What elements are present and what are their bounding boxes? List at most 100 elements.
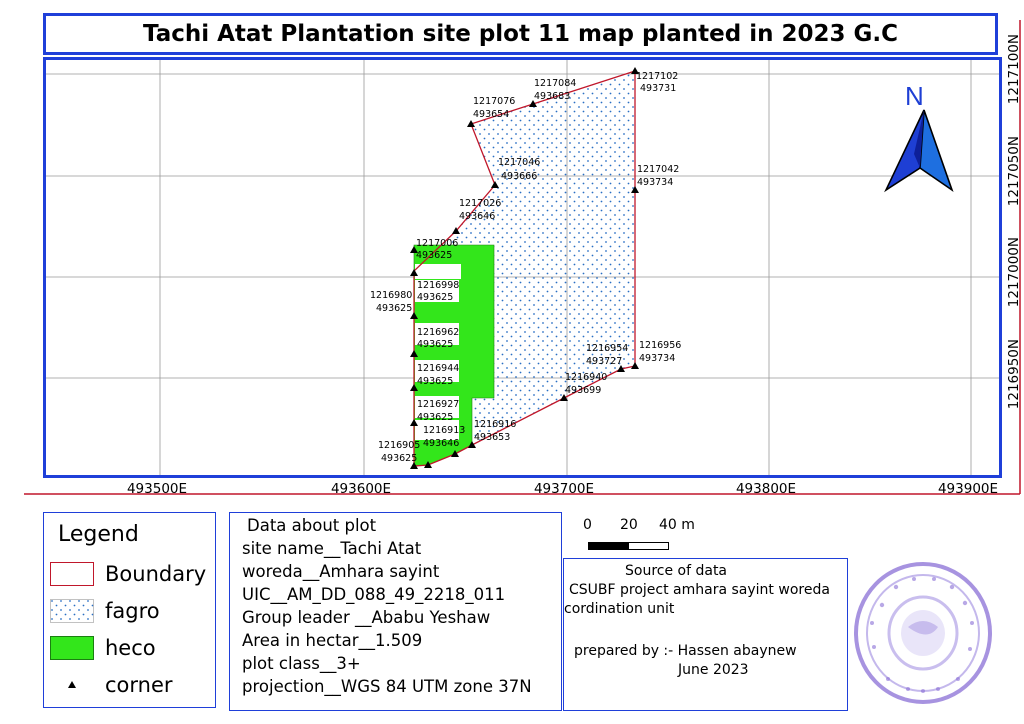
prepared-date: June 2023 bbox=[678, 662, 749, 678]
x-tick-label: 493600E bbox=[330, 481, 392, 497]
corner-label-e: 493646 bbox=[459, 211, 495, 222]
corner-label-e: 493625 bbox=[376, 303, 412, 314]
corner-label-n: 1216954 bbox=[586, 343, 628, 354]
legend-item-label: heco bbox=[105, 636, 156, 660]
corner-label-n: 1216927 bbox=[417, 399, 459, 410]
corner-label-n: 1217026 bbox=[459, 198, 501, 209]
scale-label: 0 bbox=[583, 517, 592, 533]
corner-label-e: 493683 bbox=[534, 91, 570, 102]
y-tick-label: 1217100N bbox=[1006, 34, 1022, 105]
corner-label-e: 493699 bbox=[565, 385, 601, 396]
corner-marker bbox=[560, 394, 568, 401]
corner-label-e: 493625 bbox=[417, 339, 453, 350]
source-line: cordination unit bbox=[564, 601, 675, 617]
corner-label-e: 493727 bbox=[586, 356, 622, 367]
y-tick-label: 1216950N bbox=[1006, 339, 1022, 410]
corner-marker bbox=[410, 419, 418, 426]
legend-item-label: corner bbox=[105, 673, 173, 697]
corner-marker bbox=[410, 384, 418, 391]
corner-label-n: 1217006 bbox=[416, 238, 458, 249]
legend-item-fagro: fagro bbox=[50, 598, 160, 624]
corner-label-n: 1217046 bbox=[498, 157, 540, 168]
corner-marker bbox=[410, 312, 418, 319]
legend-title: Legend bbox=[58, 522, 139, 547]
corner-label-e: 493625 bbox=[417, 376, 453, 387]
green-fill-swatch bbox=[50, 636, 94, 660]
plot-class: plot class__3+ bbox=[242, 654, 361, 673]
legend-item-heco: heco bbox=[50, 635, 156, 661]
corner-marker bbox=[631, 67, 639, 74]
corner-label-n: 1217042 bbox=[637, 164, 679, 175]
corner-marker bbox=[529, 100, 537, 107]
corner-label-n: 1216962 bbox=[417, 327, 459, 338]
scale-segment-dark bbox=[588, 542, 628, 550]
source-heading: Source of data bbox=[625, 563, 728, 579]
legend-item-label: Boundary bbox=[105, 562, 207, 586]
corner-label-e: 493734 bbox=[637, 177, 673, 188]
x-tick-label: 493700E bbox=[533, 481, 595, 497]
corner-label-n: 1216940 bbox=[565, 372, 607, 383]
corner-label-e: 493734 bbox=[639, 353, 675, 364]
north-arrow-icon: N bbox=[884, 81, 954, 193]
corner-label-n: 1216916 bbox=[474, 419, 516, 430]
corner-label-n: 1216905 bbox=[378, 440, 420, 451]
y-tick-label: 1217000N bbox=[1006, 237, 1022, 308]
corner-label-n: 1216956 bbox=[639, 340, 681, 351]
projection: projection__WGS 84 UTM zone 37N bbox=[242, 677, 532, 696]
plot-info-box: Data about plot site name__Tachi Atat wo… bbox=[229, 512, 562, 711]
north-label: N bbox=[905, 81, 924, 111]
corner-markers bbox=[410, 67, 639, 469]
source-line: CSUBF project amhara sayint woreda bbox=[569, 582, 830, 598]
corner-label-n: 1216998 bbox=[417, 280, 459, 291]
map-title: Tachi Atat Plantation site plot 11 map p… bbox=[142, 21, 899, 47]
corner-marker bbox=[424, 461, 432, 468]
corner-labels: 1217102 493731 1217084 493683 1217076 49… bbox=[370, 71, 681, 464]
corner-marker bbox=[410, 246, 418, 253]
corner-label-e: 493625 bbox=[416, 250, 452, 261]
corner-label-e: 493653 bbox=[474, 432, 510, 443]
corner-marker bbox=[410, 350, 418, 357]
legend-box: Legend Boundary fagro heco corner bbox=[43, 512, 216, 708]
uic-code: UIC__AM_DD_088_49_2218_011 bbox=[242, 585, 506, 604]
map-frame: 1217102 493731 1217084 493683 1217076 49… bbox=[43, 57, 1002, 478]
corner-label-n: 1217084 bbox=[534, 78, 576, 89]
corner-label-n: 1217076 bbox=[473, 96, 515, 107]
legend-item-corner: corner bbox=[50, 672, 173, 698]
corner-label-e: 493646 bbox=[423, 438, 459, 449]
scale-bar: 0 20 40 m bbox=[583, 515, 703, 557]
corner-label-e: 493666 bbox=[501, 171, 537, 182]
x-tick-label: 493800E bbox=[735, 481, 797, 497]
map-title-box: Tachi Atat Plantation site plot 11 map p… bbox=[43, 13, 998, 55]
scale-label: 20 bbox=[620, 517, 638, 533]
corner-label-e: 493625 bbox=[417, 412, 453, 423]
corner-label-n: 1216944 bbox=[417, 363, 459, 374]
dotted-fill-swatch bbox=[50, 599, 94, 623]
corner-marker bbox=[451, 450, 459, 457]
scale-segment-light bbox=[628, 542, 669, 550]
map-canvas: 1217102 493731 1217084 493683 1217076 49… bbox=[46, 60, 999, 475]
area-hectare: Area in hectar__1.509 bbox=[242, 631, 423, 650]
corner-label-n: 1216913 bbox=[423, 425, 465, 436]
corner-marker bbox=[452, 227, 460, 234]
corner-marker bbox=[631, 186, 639, 193]
official-stamp-seal bbox=[854, 562, 992, 704]
corner-label-n: 1217102 bbox=[636, 71, 678, 82]
scale-label: 40 m bbox=[659, 517, 695, 533]
corner-label-e: 493731 bbox=[640, 83, 676, 94]
y-tick-label: 1217050N bbox=[1006, 136, 1022, 207]
group-leader: Group leader __Ababu Yeshaw bbox=[242, 608, 491, 627]
prepared-by: prepared by :- Hassen abaynew bbox=[574, 643, 797, 659]
corner-marker bbox=[410, 462, 418, 469]
source-box: Source of data CSUBF project amhara sayi… bbox=[563, 558, 848, 711]
corner-marker bbox=[468, 441, 476, 448]
plot-info-heading: Data about plot bbox=[247, 516, 377, 535]
woreda: woreda__Amhara sayint bbox=[242, 562, 440, 581]
site-name: site name__Tachi Atat bbox=[242, 539, 422, 558]
label-backdrops bbox=[415, 264, 461, 440]
corner-marker bbox=[491, 181, 499, 188]
corner-label-n: 1216980 bbox=[370, 290, 412, 301]
x-tick-label: 493500E bbox=[126, 481, 188, 497]
corner-marker bbox=[631, 362, 639, 369]
corner-marker bbox=[410, 269, 418, 276]
corner-marker bbox=[467, 120, 475, 127]
